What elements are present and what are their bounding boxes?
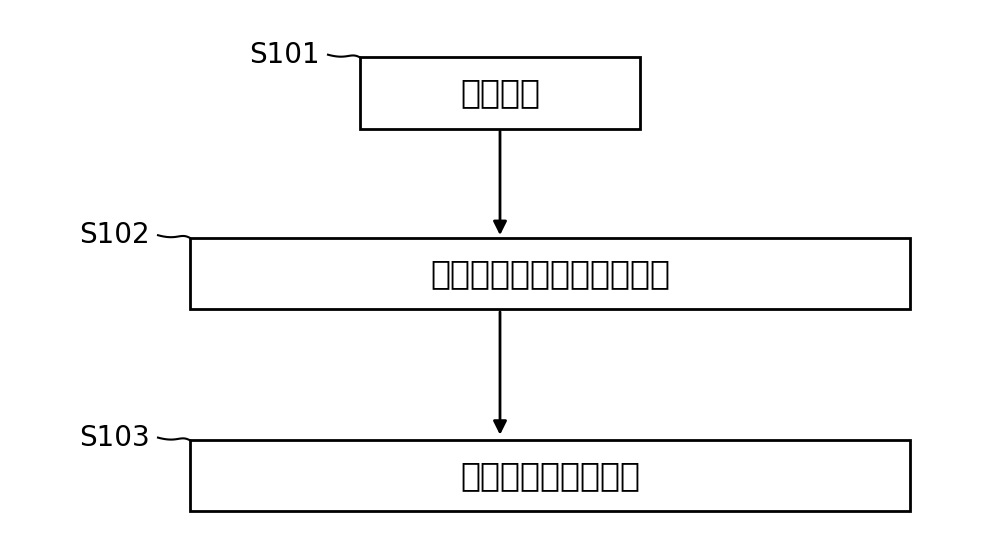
Bar: [190, 440, 910, 511]
Text: S103: S103: [79, 423, 150, 452]
Text: S102: S102: [79, 221, 150, 249]
Bar: [190, 238, 910, 309]
Bar: [360, 57, 640, 129]
Text: 确定想要使热泵消耗的功率: 确定想要使热泵消耗的功率: [430, 257, 670, 290]
Text: 确定热泵的控制参数: 确定热泵的控制参数: [460, 459, 640, 492]
Text: 剩余功率: 剩余功率: [460, 77, 540, 109]
Text: S101: S101: [249, 40, 320, 69]
